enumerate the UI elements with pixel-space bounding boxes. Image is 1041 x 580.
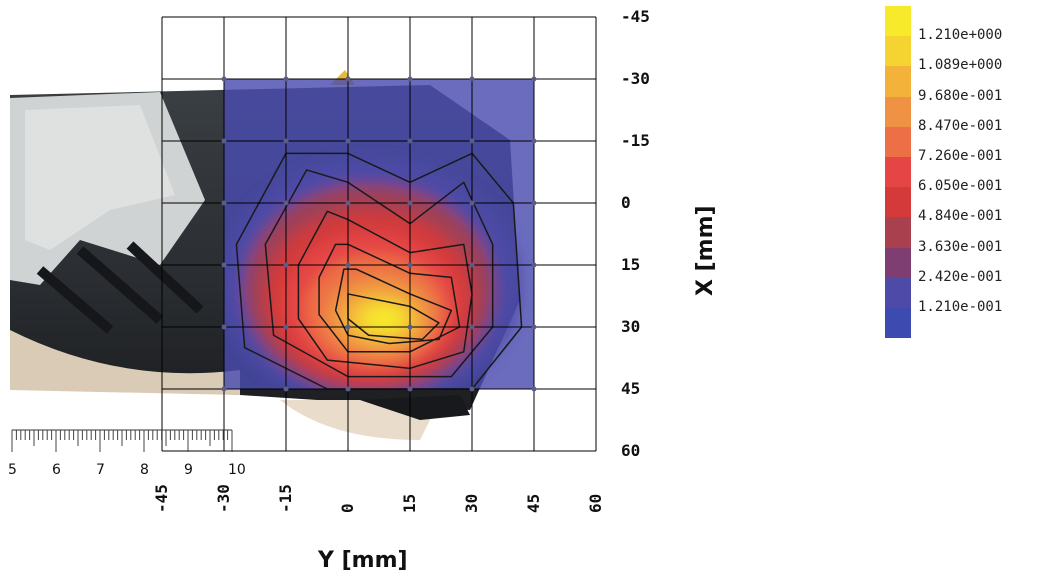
- sample-point: [469, 138, 475, 144]
- sample-point: [469, 200, 475, 206]
- x-axis-tick-label: 15: [621, 255, 641, 274]
- ruler-number: 8: [140, 462, 149, 478]
- x-axis-tick-label: -30: [621, 69, 650, 88]
- colorbar-label: 8.470e-001: [918, 117, 1003, 134]
- sample-point: [221, 262, 227, 268]
- sample-point: [469, 262, 475, 268]
- sample-point: [283, 138, 289, 144]
- sample-point: [345, 138, 351, 144]
- contour-line-2: [297, 210, 473, 370]
- sample-point: [407, 324, 413, 330]
- y-axis-tick-label: -15: [276, 484, 295, 513]
- x-axis-tick-label: 0: [621, 193, 631, 212]
- sample-points: [221, 76, 537, 392]
- sample-point: [469, 324, 475, 330]
- sample-point: [531, 386, 537, 392]
- colorbar-swatch: [885, 126, 911, 157]
- y-axis-tick-label: 15: [400, 493, 419, 513]
- sample-point: [221, 324, 227, 330]
- colorbar-swatch: [885, 247, 911, 278]
- sample-point: [531, 324, 537, 330]
- y-axis-title: Y [mm]: [318, 548, 408, 573]
- colorbar-swatch: [885, 66, 911, 97]
- x-axis-tick-label: 45: [621, 379, 641, 398]
- sample-point: [283, 262, 289, 268]
- heatmap-layer: [224, 79, 534, 389]
- x-axis-tick-label: -45: [621, 7, 650, 26]
- y-axis-tick-label: 60: [586, 493, 605, 513]
- contour-line-4: [334, 268, 453, 345]
- y-axis-tick-label: 0: [338, 503, 357, 513]
- colorbar-swatch: [885, 156, 911, 188]
- sample-point: [221, 76, 227, 82]
- colorbar-swatch: [885, 277, 911, 308]
- y-axis-tick-label: -45: [152, 484, 171, 513]
- colorbar-label: 9.680e-001: [918, 87, 1003, 104]
- ruler-number: 6: [52, 462, 61, 478]
- sample-point: [469, 386, 475, 392]
- colorbar-label: 4.840e-001: [918, 208, 1003, 225]
- y-axis-tick-label: 30: [462, 493, 481, 513]
- y-axis-tick-label: 45: [524, 493, 543, 513]
- sample-point: [345, 76, 351, 82]
- sample-point: [345, 386, 351, 392]
- colorbar-swatch: [885, 187, 911, 218]
- colorbar-label: 3.630e-001: [918, 238, 1003, 255]
- sample-point: [283, 76, 289, 82]
- ruler-number: 10: [228, 462, 246, 478]
- ruler-number: 7: [96, 462, 105, 478]
- sample-point: [283, 200, 289, 206]
- sample-point: [469, 76, 475, 82]
- sample-point: [407, 262, 413, 268]
- y-axis-tick-label: -30: [214, 484, 233, 513]
- colorbar-label: 1.210e+000: [918, 27, 1003, 44]
- colorbar-label: 1.089e+000: [918, 57, 1003, 74]
- sample-point: [407, 138, 413, 144]
- colorbar-swatch: [885, 96, 911, 127]
- sample-point: [283, 324, 289, 330]
- sample-point: [531, 76, 537, 82]
- sample-point: [531, 138, 537, 144]
- sample-point: [221, 138, 227, 144]
- colorbar-swatch: [885, 307, 911, 339]
- sample-point: [407, 200, 413, 206]
- colorbar-label: 6.050e-001: [918, 178, 1003, 195]
- sample-point: [531, 200, 537, 206]
- sample-point: [345, 200, 351, 206]
- x-axis-tick-label: -15: [621, 131, 650, 150]
- ruler-number: 9: [184, 462, 193, 478]
- sample-point: [345, 262, 351, 268]
- heat-level-8: [368, 308, 401, 329]
- colorbar-label: 7.260e-001: [918, 148, 1003, 164]
- plot-grid: [161, 16, 597, 452]
- sample-point: [531, 262, 537, 268]
- x-axis-tick-label: 60: [621, 441, 641, 460]
- x-axis-tick-label: 30: [621, 317, 641, 336]
- colorbar-label: 2.420e-001: [918, 268, 1003, 285]
- sample-point: [221, 386, 227, 392]
- x-axis-title: X [mm]: [693, 205, 718, 296]
- scale-ruler: [11, 429, 233, 452]
- sample-point: [407, 386, 413, 392]
- sample-point: [283, 386, 289, 392]
- ruler-number: 5: [8, 462, 17, 478]
- colorbar: [885, 6, 911, 339]
- sample-point: [407, 76, 413, 82]
- colorbar-swatch: [885, 36, 911, 67]
- sample-point: [221, 200, 227, 206]
- colorbar-swatch: [885, 6, 911, 37]
- colorbar-swatch: [885, 217, 911, 248]
- sample-point: [345, 324, 351, 330]
- colorbar-label: 1.210e-001: [918, 299, 1003, 315]
